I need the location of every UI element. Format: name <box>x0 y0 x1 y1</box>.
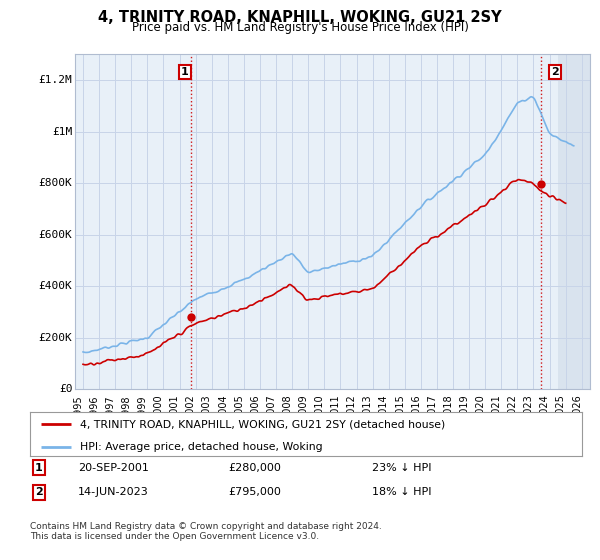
Text: 2002: 2002 <box>185 394 196 419</box>
Text: 2010: 2010 <box>314 394 325 419</box>
Text: £1M: £1M <box>52 127 73 137</box>
Text: 1998: 1998 <box>121 394 131 419</box>
Text: 4, TRINITY ROAD, KNAPHILL, WOKING, GU21 2SY (detached house): 4, TRINITY ROAD, KNAPHILL, WOKING, GU21 … <box>80 419 445 429</box>
Text: 2001: 2001 <box>170 394 179 419</box>
Text: 1995: 1995 <box>73 394 83 419</box>
Text: 2021: 2021 <box>491 394 502 419</box>
Text: 2: 2 <box>35 487 43 497</box>
Text: 14-JUN-2023: 14-JUN-2023 <box>78 487 149 497</box>
Text: 2008: 2008 <box>282 394 292 419</box>
Text: 2017: 2017 <box>427 394 437 419</box>
Text: 2005: 2005 <box>234 394 244 419</box>
Text: 2012: 2012 <box>347 394 356 419</box>
Text: 2007: 2007 <box>266 394 276 419</box>
Text: £795,000: £795,000 <box>228 487 281 497</box>
Text: £0: £0 <box>59 384 73 394</box>
Text: 2006: 2006 <box>250 394 260 419</box>
Text: 2014: 2014 <box>379 394 389 419</box>
Text: 2000: 2000 <box>154 394 163 419</box>
Text: 1: 1 <box>35 463 43 473</box>
Text: 2024: 2024 <box>539 394 550 419</box>
Text: £800K: £800K <box>38 178 73 188</box>
Text: 2018: 2018 <box>443 394 453 419</box>
Text: 2015: 2015 <box>395 394 405 419</box>
Text: 2022: 2022 <box>508 394 517 419</box>
Text: 2011: 2011 <box>331 394 340 419</box>
Text: £200K: £200K <box>38 333 73 343</box>
Text: HPI: Average price, detached house, Woking: HPI: Average price, detached house, Woki… <box>80 441 322 451</box>
Text: 2009: 2009 <box>298 394 308 419</box>
Text: £400K: £400K <box>38 281 73 291</box>
Text: 1997: 1997 <box>105 394 115 419</box>
Text: 1996: 1996 <box>89 394 99 419</box>
Text: 18% ↓ HPI: 18% ↓ HPI <box>372 487 431 497</box>
Text: 2019: 2019 <box>459 394 469 419</box>
Text: 2013: 2013 <box>362 394 373 419</box>
Text: 4, TRINITY ROAD, KNAPHILL, WOKING, GU21 2SY: 4, TRINITY ROAD, KNAPHILL, WOKING, GU21 … <box>98 10 502 25</box>
Text: 23% ↓ HPI: 23% ↓ HPI <box>372 463 431 473</box>
Text: 2025: 2025 <box>556 394 566 419</box>
Text: 20-SEP-2001: 20-SEP-2001 <box>78 463 149 473</box>
Text: 1999: 1999 <box>137 394 148 419</box>
Text: 2003: 2003 <box>202 394 212 419</box>
Text: Price paid vs. HM Land Registry's House Price Index (HPI): Price paid vs. HM Land Registry's House … <box>131 21 469 34</box>
Text: Contains HM Land Registry data © Crown copyright and database right 2024.
This d: Contains HM Land Registry data © Crown c… <box>30 522 382 542</box>
Text: £600K: £600K <box>38 230 73 240</box>
Text: 2026: 2026 <box>572 394 582 419</box>
Bar <box>557 54 590 389</box>
Text: 2023: 2023 <box>523 394 533 419</box>
Text: 1: 1 <box>181 67 188 77</box>
Text: 2: 2 <box>551 67 559 77</box>
Text: 2016: 2016 <box>411 394 421 419</box>
Text: £1.2M: £1.2M <box>38 75 73 85</box>
Text: £280,000: £280,000 <box>228 463 281 473</box>
Text: 2020: 2020 <box>475 394 485 419</box>
Text: 2004: 2004 <box>218 394 228 419</box>
